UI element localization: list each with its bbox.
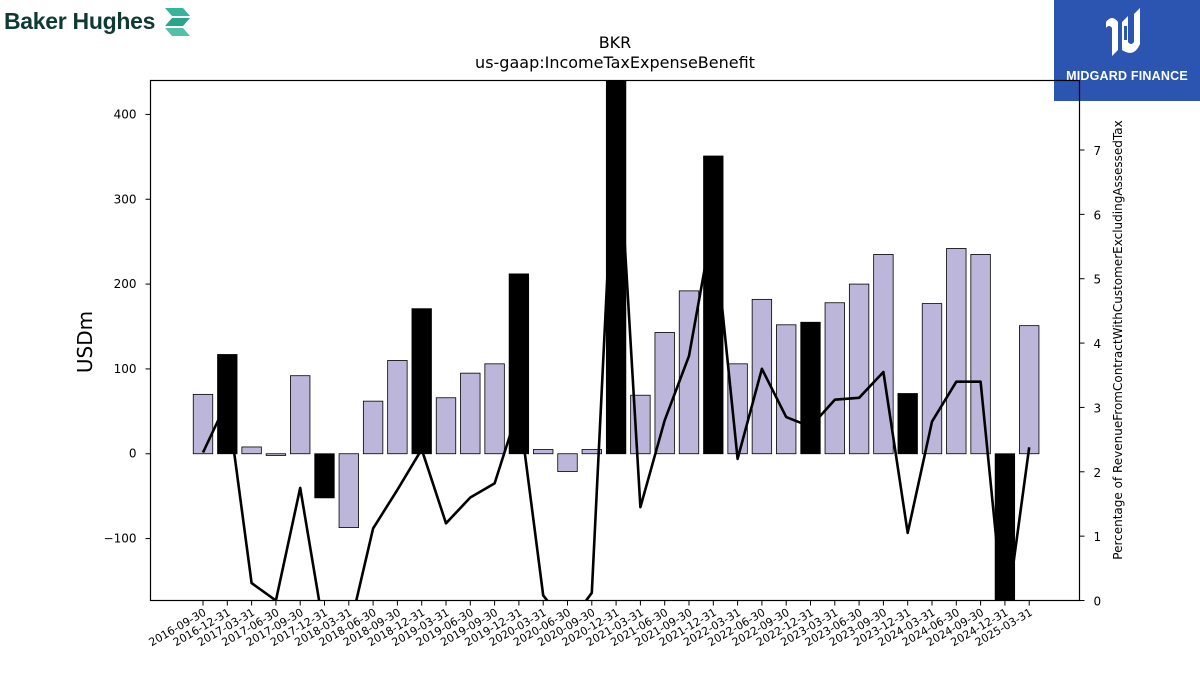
bar-2023-12-31 [897,393,918,455]
y2-tick-label: 0 [1094,595,1102,609]
bar-2023-06-30 [848,283,870,455]
bar-2022-09-30 [776,324,797,455]
bar-2019-12-31 [508,273,530,455]
publisher-logo-text: MIDGARD FINANCE [1066,69,1188,83]
y2-tick-label: 5 [1094,273,1102,287]
bar-2022-12-31 [800,321,821,455]
bar-2019-09-30 [484,363,505,455]
percentage-line [201,97,1031,601]
bar-2024-03-31 [921,303,943,455]
chart-subtitle: us-gaap:IncomeTaxExpenseBenefit [475,53,755,72]
baker-hughes-logo: Baker Hughes [4,4,193,38]
bar-2022-06-30 [751,298,773,455]
bar-2017-12-31 [314,453,335,499]
bar-2020-12-31 [605,80,627,455]
bar-2017-03-31 [241,446,262,455]
y-axis-right: 0 1 2 3 4 5 6 7 [1079,144,1102,609]
y2-tick-label: 6 [1094,208,1102,222]
bar-2018-09-30 [387,360,408,455]
y2-tick-label: 4 [1094,337,1102,351]
y-tick-label: 0 [129,447,137,461]
y-axis-label: USDm [73,311,97,373]
bar-2017-09-30 [290,375,311,455]
plot-frame [149,79,1081,602]
bar-2019-06-30 [460,372,481,455]
bar-2024-09-30 [970,253,991,455]
bar-2023-03-31 [824,302,845,455]
percentage-line-series [201,97,1031,601]
y-tick-label: −100 [104,532,137,546]
y-tick-label: 100 [114,362,137,376]
bar-2019-03-31 [435,397,457,455]
bar-2017-06-30 [265,453,287,456]
x-axis: 2016-09-302016-12-312017-03-312017-06-30… [147,600,1035,649]
bar-2024-06-30 [946,248,967,455]
company-logo-text: Baker Hughes [4,7,156,34]
y-tick-label: 400 [114,107,137,121]
y2-tick-label: 2 [1094,466,1102,480]
midgard-finance-logo: MIDGARD FINANCE [1054,0,1200,101]
y2-axis-label: Percentage of RevenueFromContractWithCus… [1111,120,1125,559]
bar-2020-09-30 [581,449,602,455]
bar-2018-06-30 [362,400,384,455]
bar-2018-03-31 [338,453,359,528]
bar-2016-09-30 [192,393,214,455]
bar-series [192,80,1040,601]
chart-title: BKR [599,33,632,52]
bar-2021-12-31 [703,155,724,455]
y-axis-left: −100 0 100 200 300 400 [104,107,151,546]
y2-tick-label: 1 [1094,530,1102,544]
y2-tick-label: 3 [1094,401,1102,415]
y-tick-label: 300 [114,192,137,206]
y-tick-label: 200 [114,277,137,291]
bar-2022-03-31 [727,363,748,455]
bar-2018-12-31 [411,308,432,455]
bar-2025-03-31 [1019,325,1040,455]
bar-2020-03-31 [533,449,554,455]
baker-hughes-chevron-icon [165,8,191,36]
bar-2020-06-30 [557,453,578,472]
y2-tick-label: 7 [1094,144,1102,158]
midgard-emblem-icon [1106,8,1140,56]
bar-2021-06-30 [654,332,675,455]
